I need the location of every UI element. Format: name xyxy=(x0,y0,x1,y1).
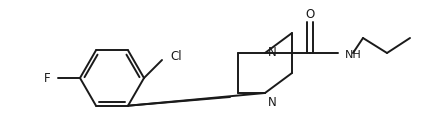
Text: Cl: Cl xyxy=(170,51,181,64)
Text: N: N xyxy=(268,96,277,109)
Text: F: F xyxy=(44,72,51,85)
Text: O: O xyxy=(305,8,315,21)
Text: NH: NH xyxy=(345,50,362,60)
Text: N: N xyxy=(268,46,277,59)
